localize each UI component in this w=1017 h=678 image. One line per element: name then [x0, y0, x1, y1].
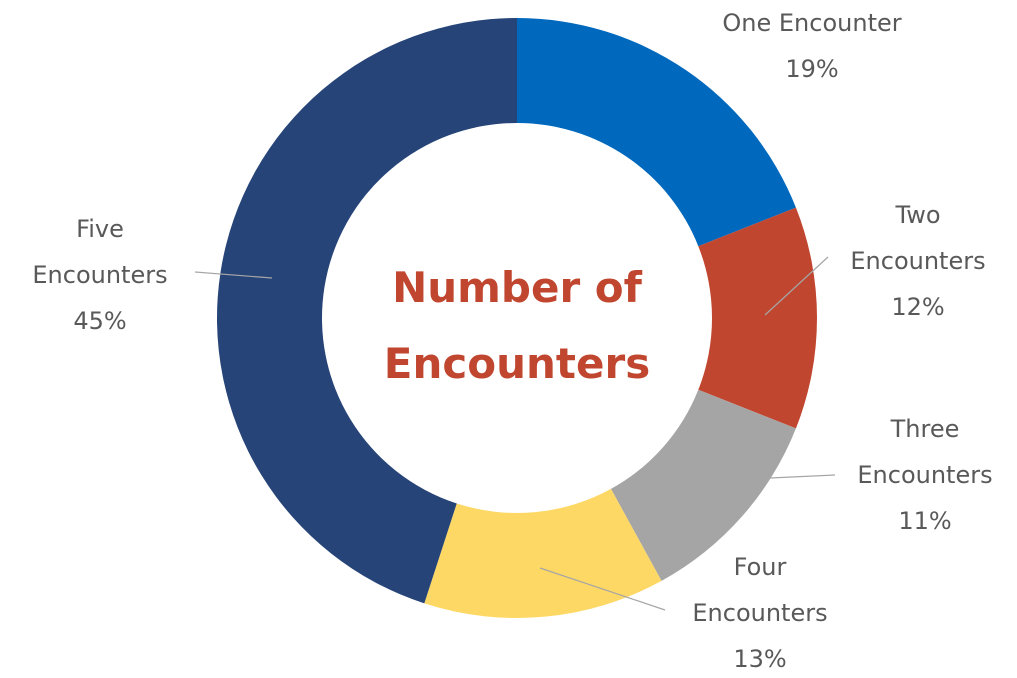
- donut-slice: [698, 207, 817, 429]
- slice-label: Three Encounters 11%: [835, 406, 1015, 544]
- slice-label: Two Encounters 12%: [828, 192, 1008, 330]
- value-label: 19%: [785, 55, 839, 83]
- donut-slice: [610, 389, 796, 581]
- value-label: 13%: [733, 645, 787, 673]
- chart-title: Number of Encounters: [383, 263, 651, 388]
- leader-line: [769, 474, 836, 479]
- category-label: Three Encounters: [857, 415, 993, 489]
- slice-label: Five Encounters 45%: [10, 206, 190, 344]
- value-label: 45%: [73, 307, 127, 335]
- leader-line: [194, 271, 273, 279]
- slice-label: One Encounter 19%: [722, 0, 902, 92]
- donut-slice: [517, 18, 796, 247]
- category-label: Two Encounters: [850, 201, 986, 275]
- slice-label: Four Encounters 13%: [670, 544, 850, 678]
- category-label: Four Encounters: [692, 553, 828, 627]
- donut-slice: [424, 488, 662, 618]
- category-label: Five Encounters: [32, 215, 168, 289]
- donut-slice: [216, 17, 518, 604]
- leader-line: [764, 256, 829, 316]
- category-label: One Encounter: [722, 9, 902, 37]
- leader-line: [539, 567, 666, 611]
- value-label: 12%: [891, 293, 945, 321]
- value-label: 11%: [898, 507, 952, 535]
